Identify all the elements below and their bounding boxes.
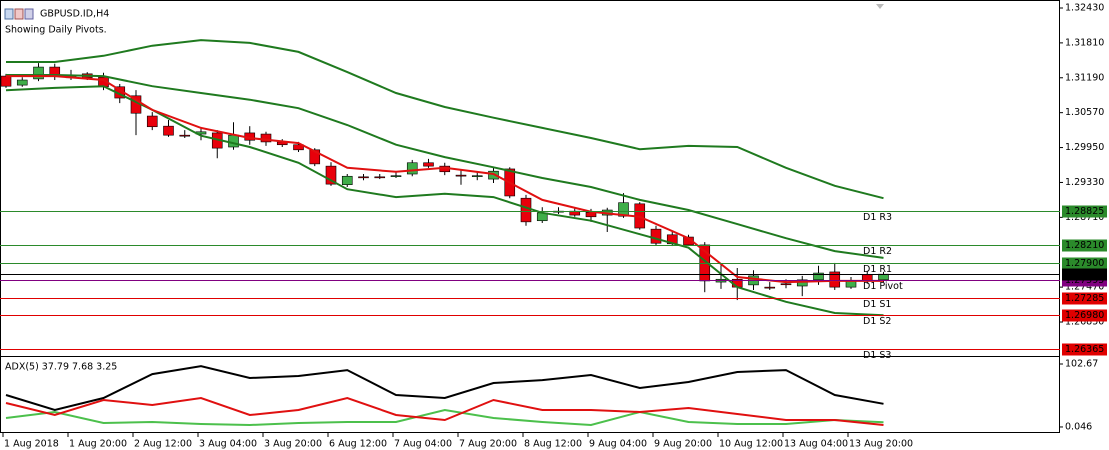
y-tick-label: 1.32430 [1065, 2, 1104, 13]
x-tick-label: 9 Aug 20:00 [654, 439, 712, 450]
level-label: 1.26980 [1065, 310, 1104, 321]
x-tick-label: 10 Aug 12:00 [719, 439, 783, 450]
chart-subtitle: Showing Daily Pivots. [5, 25, 107, 36]
icon-part [24, 8, 34, 20]
x-tick-label: 9 Aug 04:00 [589, 439, 647, 450]
candle-body [16, 79, 28, 86]
level-name: D1 R1 [863, 264, 892, 275]
candle-body [764, 286, 776, 289]
level-label: 1.27285 [1065, 293, 1104, 304]
level-name: D1 Pivot [863, 281, 903, 292]
candle-body [146, 115, 158, 128]
indicator-title: ADX(5) 37.79 7.68 3.25 [5, 362, 117, 373]
x-tick-label: 1 Aug 20:00 [69, 439, 127, 450]
shift-marker [876, 4, 884, 9]
symbol-icon [4, 8, 34, 20]
y-tick-label: 1.27470 [1065, 282, 1104, 293]
level-label-box [1062, 268, 1107, 281]
chart-title: GBPUSD.ID,H4 [40, 9, 109, 20]
candle-body [520, 197, 532, 223]
x-tick-label: 3 Aug 20:00 [264, 439, 322, 450]
x-tick-label: 13 Aug 20:00 [849, 439, 913, 450]
x-tick-label: 7 Aug 20:00 [459, 439, 517, 450]
x-tick-label: 3 Aug 04:00 [199, 439, 257, 450]
candle-body [796, 279, 808, 287]
candle-body [163, 125, 174, 136]
indicator-line [6, 39, 884, 200]
indicator-line [5, 396, 884, 426]
candle-body [309, 149, 321, 165]
candle-body [829, 271, 841, 288]
indicator-line [5, 365, 884, 412]
plot-frame [0, 0, 1060, 433]
candle-body [780, 283, 792, 286]
level-name: D1 S1 [863, 299, 891, 310]
x-tick-label: 2 Aug 12:00 [134, 439, 192, 450]
candle-body [878, 273, 889, 281]
level-label: 1.27900 [1065, 258, 1104, 269]
candle-body [406, 162, 418, 175]
y-tick-label: 1.29950 [1065, 142, 1104, 153]
x-tick-label: 7 Aug 04:00 [394, 439, 452, 450]
level-label-box [1062, 239, 1107, 252]
x-tick-label: 6 Aug 12:00 [329, 439, 387, 450]
y-tick-label: 1.31190 [1065, 72, 1104, 83]
y-tick-label: 102.67 [1065, 359, 1098, 370]
candle-body [179, 134, 191, 137]
candle-body [488, 170, 499, 180]
level-label: 1.28210 [1065, 240, 1104, 251]
candle-body [358, 176, 369, 179]
candle-body [455, 174, 467, 177]
icon-part [4, 8, 14, 20]
candle-body [390, 175, 402, 177]
level-name: D1 R2 [863, 246, 892, 257]
y-tick-label: 0.046 [1065, 421, 1092, 432]
y-tick-label: 1.31810 [1065, 37, 1104, 48]
x-tick-label: 1 Aug 2018 [4, 439, 59, 450]
candle-body [0, 75, 12, 87]
candle-body [650, 228, 662, 244]
level-label: 1.28825 [1065, 206, 1104, 217]
x-tick-label: 8 Aug 12:00 [524, 439, 582, 450]
candle-body [813, 272, 824, 281]
candle-body [293, 144, 304, 151]
candle-body [33, 66, 44, 80]
indicator-line [6, 74, 884, 259]
indicator-line [6, 75, 884, 284]
level-name: D1 S2 [863, 316, 891, 327]
level-label: 1.26365 [1065, 344, 1104, 355]
level-name: D1 R3 [863, 212, 892, 223]
y-tick-label: 1.29330 [1065, 177, 1104, 188]
level-label-box [1062, 292, 1107, 305]
candle-body [618, 202, 629, 217]
level-label-box [1062, 205, 1107, 218]
level-name: D1 S3 [863, 350, 891, 361]
y-tick-label: 1.26850 [1065, 317, 1104, 328]
candle-body [228, 134, 239, 148]
candle-body [423, 162, 434, 167]
candle-body [374, 176, 386, 179]
candle-body [341, 175, 353, 186]
candle-body [471, 175, 483, 177]
candle-body [260, 133, 272, 143]
icon-part [14, 8, 24, 20]
level-label-box [1062, 257, 1107, 270]
x-tick-label: 13 Aug 04:00 [784, 439, 848, 450]
level-label-box [1062, 343, 1107, 356]
level-label-box [1062, 309, 1107, 322]
indicator-line [5, 408, 884, 427]
level-label: 1.27703 [1065, 269, 1104, 280]
candle-body [325, 165, 337, 185]
y-tick-label: 1.30570 [1065, 107, 1104, 118]
